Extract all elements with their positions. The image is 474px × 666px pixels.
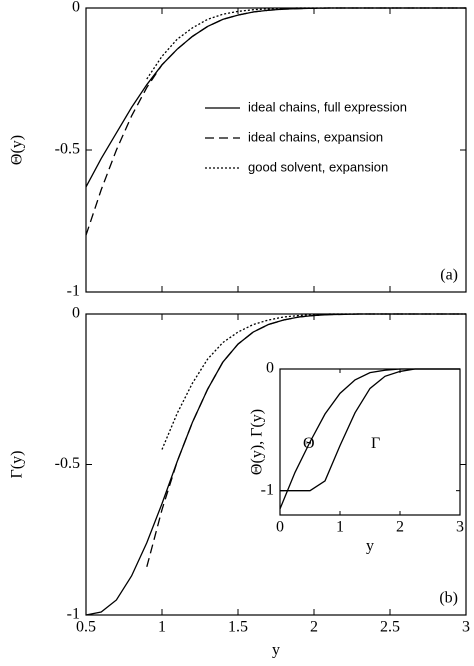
y-axis-label: Γ(y): [9, 451, 26, 479]
x-tick-label: 0.5: [76, 619, 96, 636]
y-tick-label: 0: [72, 305, 80, 322]
series-line: [280, 368, 460, 492]
curve-label: Θ: [303, 435, 315, 452]
x-tick-label: 2: [310, 619, 318, 636]
panel-label: (b): [439, 590, 458, 607]
legend-label: ideal chains, expansion: [248, 129, 383, 144]
x-tick-label: 0: [276, 519, 284, 536]
y-axis-label: Θ(y): [9, 135, 26, 165]
y-tick-label: 0: [72, 0, 80, 16]
plot-frame: [279, 368, 461, 516]
legend-label: ideal chains, full expression: [248, 99, 407, 114]
legend-label: good solvent, expansion: [248, 159, 388, 174]
x-tick-label: 3: [462, 619, 470, 636]
y-tick-label: -0.5: [55, 455, 80, 472]
x-tick-label: 1.5: [228, 619, 248, 636]
x-tick-label: 2.5: [380, 619, 400, 636]
y-tick-label: -1: [67, 283, 80, 300]
y-tick-label: 0: [266, 360, 274, 377]
series-line: [146, 313, 466, 568]
x-tick-label: 2: [396, 519, 404, 536]
y-tick-label: -0.5: [55, 141, 80, 158]
y-tick-label: -1: [67, 606, 80, 623]
y-axis-label: Θ(y), Γ(y): [249, 409, 266, 475]
series-line: [85, 7, 466, 236]
curve-label: Γ: [371, 435, 380, 452]
series-line: [146, 7, 466, 80]
x-tick-label: 1: [158, 619, 166, 636]
plot-frame: [85, 7, 467, 293]
panel-label: (a): [440, 267, 458, 284]
x-axis-label: y: [366, 538, 374, 555]
x-tick-label: 1: [336, 519, 344, 536]
y-tick-label: -1: [261, 481, 274, 498]
x-axis-label: y: [272, 642, 280, 659]
x-tick-label: 3: [456, 519, 464, 536]
